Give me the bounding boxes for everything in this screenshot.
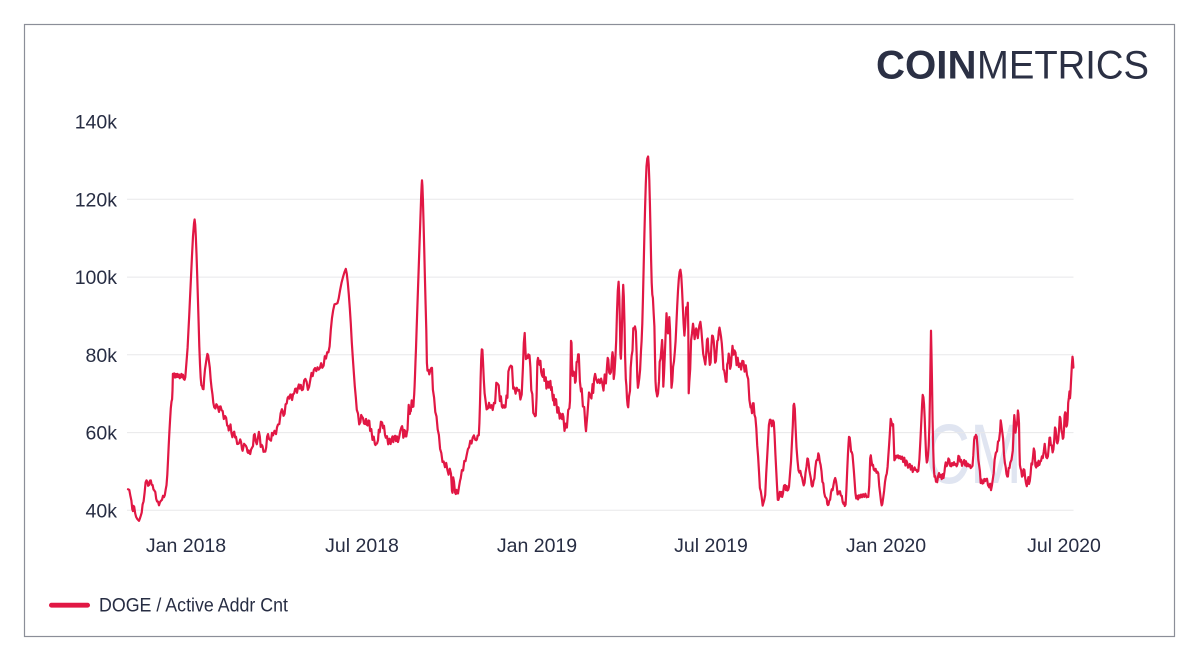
svg-text:DOGE / Active Addr Cnt: DOGE / Active Addr Cnt [99, 595, 289, 617]
svg-text:Jan 2018: Jan 2018 [146, 535, 226, 557]
svg-text:140k: 140k [75, 112, 118, 134]
svg-text:METRICS: METRICS [977, 44, 1149, 88]
svg-text:120k: 120k [75, 189, 118, 211]
svg-text:100k: 100k [75, 267, 118, 289]
svg-text:COIN: COIN [876, 44, 977, 88]
svg-text:Jul 2020: Jul 2020 [1027, 535, 1101, 557]
svg-text:Jan 2020: Jan 2020 [846, 535, 926, 557]
svg-text:80k: 80k [86, 345, 118, 367]
svg-text:40k: 40k [86, 500, 118, 522]
svg-text:Jan 2019: Jan 2019 [497, 535, 577, 557]
svg-text:Jul 2018: Jul 2018 [325, 535, 399, 557]
svg-text:Jul 2019: Jul 2019 [674, 535, 748, 557]
svg-text:60k: 60k [86, 423, 118, 445]
